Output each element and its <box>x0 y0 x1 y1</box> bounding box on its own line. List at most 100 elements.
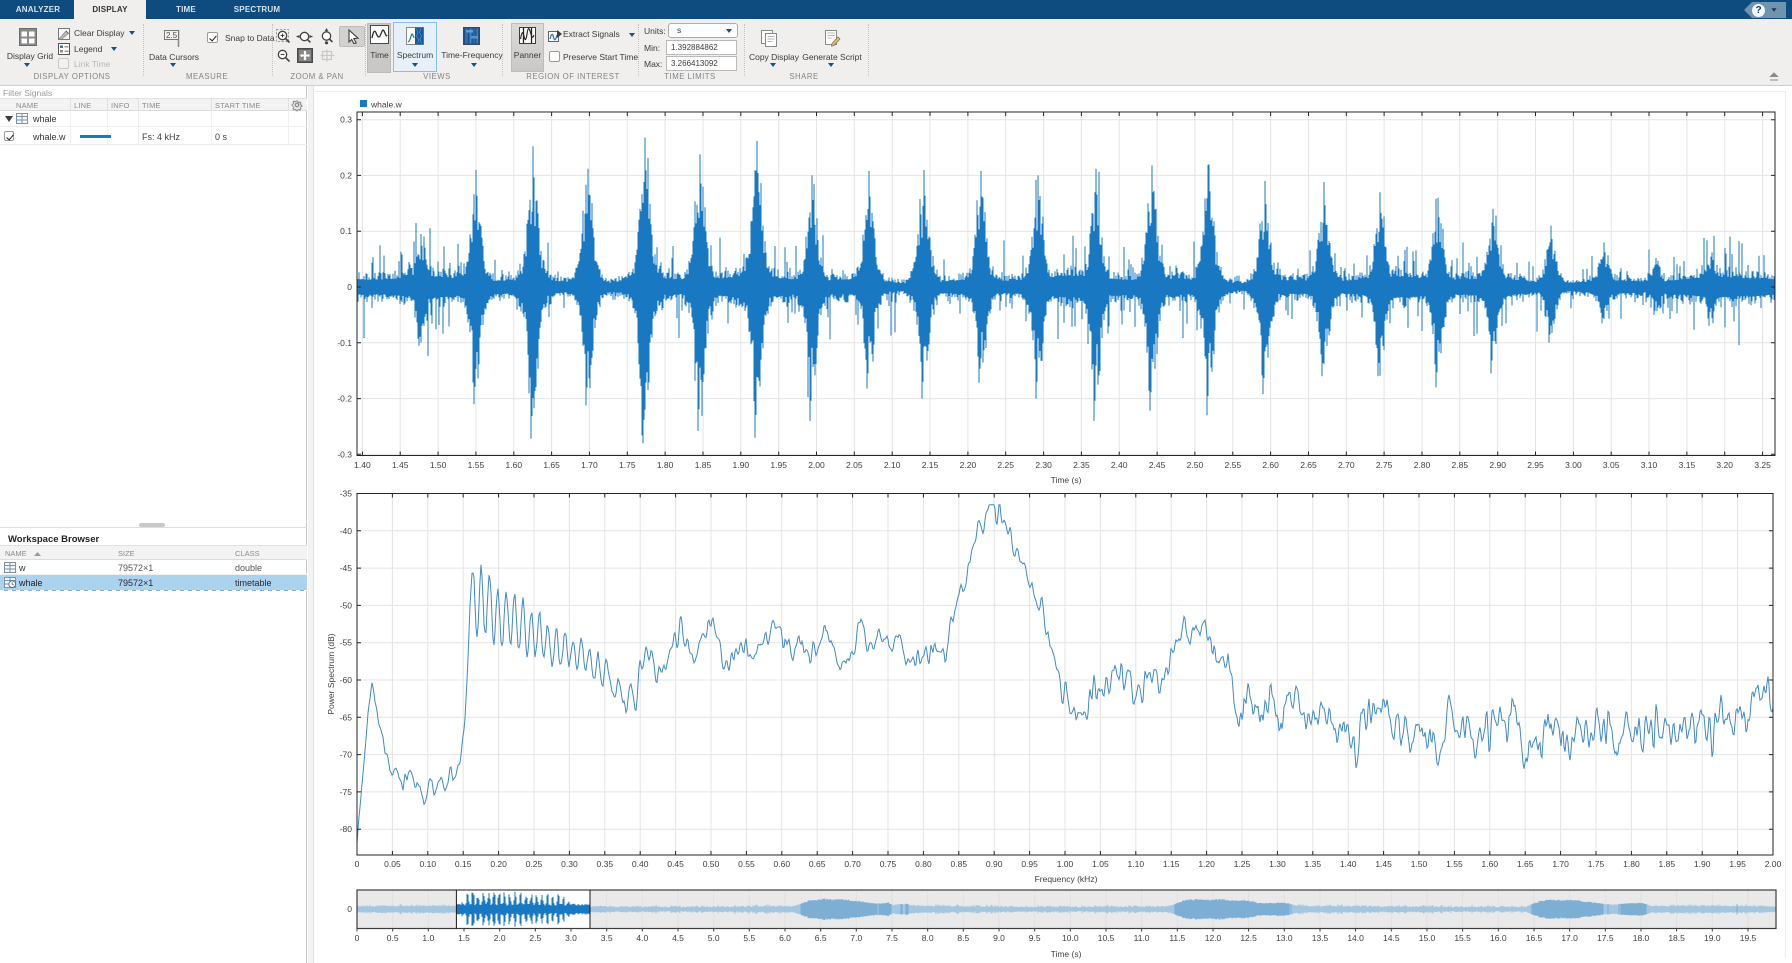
svg-text:0.70: 0.70 <box>844 859 861 869</box>
svg-text:12.5: 12.5 <box>1240 933 1257 943</box>
svg-text:3.5: 3.5 <box>601 933 613 943</box>
svg-text:2.80: 2.80 <box>1414 460 1431 470</box>
svg-text:1.55: 1.55 <box>1446 859 1463 869</box>
svg-text:-50: -50 <box>340 600 353 610</box>
svg-text:11.5: 11.5 <box>1169 933 1185 943</box>
svg-text:0.15: 0.15 <box>455 859 472 869</box>
svg-text:0.20: 0.20 <box>490 859 507 869</box>
svg-text:10.0: 10.0 <box>1062 933 1079 943</box>
svg-text:2.95: 2.95 <box>1527 460 1544 470</box>
svg-text:-75: -75 <box>340 787 353 797</box>
svg-text:2.35: 2.35 <box>1073 460 1090 470</box>
svg-text:1.05: 1.05 <box>1092 859 1109 869</box>
svg-text:3.10: 3.10 <box>1641 460 1658 470</box>
svg-text:-35: -35 <box>340 489 353 499</box>
svg-text:8.0: 8.0 <box>922 933 934 943</box>
svg-text:13.5: 13.5 <box>1312 933 1329 943</box>
svg-text:1.80: 1.80 <box>1623 859 1640 869</box>
svg-text:2.75: 2.75 <box>1376 460 1393 470</box>
svg-text:0.30: 0.30 <box>561 859 578 869</box>
svg-text:3.20: 3.20 <box>1716 460 1733 470</box>
svg-text:4.0: 4.0 <box>636 933 648 943</box>
svg-text:1.90: 1.90 <box>733 460 750 470</box>
svg-text:14.5: 14.5 <box>1383 933 1400 943</box>
svg-text:0.10: 0.10 <box>420 859 437 869</box>
svg-text:1.75: 1.75 <box>619 460 636 470</box>
svg-text:4.5: 4.5 <box>672 933 684 943</box>
svg-text:-55: -55 <box>340 638 353 648</box>
svg-text:2.00: 2.00 <box>1765 859 1782 869</box>
svg-text:Power Spectrum (dB): Power Spectrum (dB) <box>326 633 336 714</box>
svg-text:1.50: 1.50 <box>1411 859 1428 869</box>
svg-text:8.5: 8.5 <box>957 933 969 943</box>
svg-text:18.5: 18.5 <box>1668 933 1685 943</box>
svg-text:1.5: 1.5 <box>458 933 470 943</box>
svg-text:16.5: 16.5 <box>1526 933 1543 943</box>
svg-text:2.40: 2.40 <box>1111 460 1128 470</box>
svg-text:Time (s): Time (s) <box>1051 949 1082 959</box>
svg-text:0.85: 0.85 <box>951 859 968 869</box>
svg-text:2.0: 2.0 <box>494 933 506 943</box>
svg-text:2.55: 2.55 <box>1225 460 1242 470</box>
svg-text:0: 0 <box>355 859 360 869</box>
svg-text:1.60: 1.60 <box>506 460 523 470</box>
svg-text:1.70: 1.70 <box>1552 859 1569 869</box>
svg-text:Frequency (kHz): Frequency (kHz) <box>1035 874 1098 884</box>
svg-text:0.60: 0.60 <box>774 859 791 869</box>
svg-text:0.45: 0.45 <box>667 859 684 869</box>
svg-text:3.25: 3.25 <box>1754 460 1771 470</box>
svg-text:0.5: 0.5 <box>387 933 399 943</box>
svg-text:17.5: 17.5 <box>1597 933 1614 943</box>
svg-text:0.2: 0.2 <box>340 170 352 180</box>
svg-text:1.65: 1.65 <box>1517 859 1534 869</box>
svg-text:1.90: 1.90 <box>1694 859 1711 869</box>
svg-text:Time (s): Time (s) <box>1051 475 1082 485</box>
svg-text:1.75: 1.75 <box>1588 859 1605 869</box>
svg-text:0.40: 0.40 <box>632 859 649 869</box>
svg-text:2.5: 2.5 <box>529 933 541 943</box>
svg-text:-80: -80 <box>340 824 353 834</box>
svg-text:9.5: 9.5 <box>1029 933 1041 943</box>
svg-text:9.0: 9.0 <box>993 933 1005 943</box>
svg-text:0.25: 0.25 <box>526 859 543 869</box>
svg-text:2.20: 2.20 <box>960 460 977 470</box>
svg-text:2.5: 2.5 <box>166 31 178 40</box>
svg-text:0.05: 0.05 <box>384 859 401 869</box>
svg-text:3.0: 3.0 <box>565 933 577 943</box>
svg-text:3.00: 3.00 <box>1565 460 1582 470</box>
svg-text:0.50: 0.50 <box>703 859 720 869</box>
svg-text:5.0: 5.0 <box>708 933 720 943</box>
svg-text:2.00: 2.00 <box>808 460 825 470</box>
svg-text:-45: -45 <box>340 563 353 573</box>
svg-text:-65: -65 <box>340 712 353 722</box>
svg-text:0.75: 0.75 <box>880 859 897 869</box>
svg-text:2.65: 2.65 <box>1300 460 1317 470</box>
svg-text:7.5: 7.5 <box>886 933 898 943</box>
svg-text:15.5: 15.5 <box>1454 933 1471 943</box>
svg-text:1.10: 1.10 <box>1128 859 1145 869</box>
svg-text:1.30: 1.30 <box>1269 859 1286 869</box>
svg-text:1.00: 1.00 <box>1057 859 1074 869</box>
svg-text:11.0: 11.0 <box>1134 933 1150 943</box>
svg-text:0: 0 <box>347 282 352 292</box>
svg-text:13.0: 13.0 <box>1276 933 1293 943</box>
svg-text:0.95: 0.95 <box>1021 859 1038 869</box>
svg-text:1.45: 1.45 <box>392 460 409 470</box>
svg-text:-0.3: -0.3 <box>337 449 352 459</box>
svg-text:1.85: 1.85 <box>1659 859 1676 869</box>
svg-text:16.0: 16.0 <box>1490 933 1507 943</box>
svg-text:1.70: 1.70 <box>581 460 598 470</box>
svg-text:1.40: 1.40 <box>1340 859 1357 869</box>
svg-text:0: 0 <box>355 933 360 943</box>
svg-text:0.80: 0.80 <box>915 859 932 869</box>
svg-text:1.95: 1.95 <box>770 460 787 470</box>
svg-text:-40: -40 <box>340 526 353 536</box>
svg-text:0: 0 <box>347 904 352 914</box>
svg-text:1.65: 1.65 <box>543 460 560 470</box>
svg-text:1.85: 1.85 <box>695 460 712 470</box>
svg-text:3.05: 3.05 <box>1603 460 1620 470</box>
svg-text:0.3: 0.3 <box>340 115 352 125</box>
svg-text:1.50: 1.50 <box>430 460 447 470</box>
svg-text:-70: -70 <box>340 750 353 760</box>
svg-text:17.0: 17.0 <box>1561 933 1578 943</box>
